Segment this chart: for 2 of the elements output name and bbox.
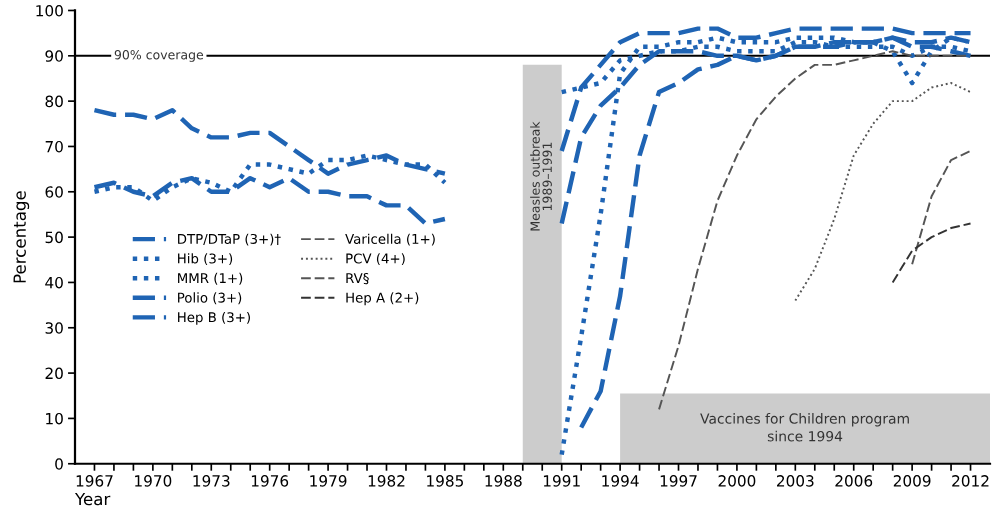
y-axis-title: Percentage [13, 191, 30, 283]
x-axis-title: Year [74, 492, 111, 506]
